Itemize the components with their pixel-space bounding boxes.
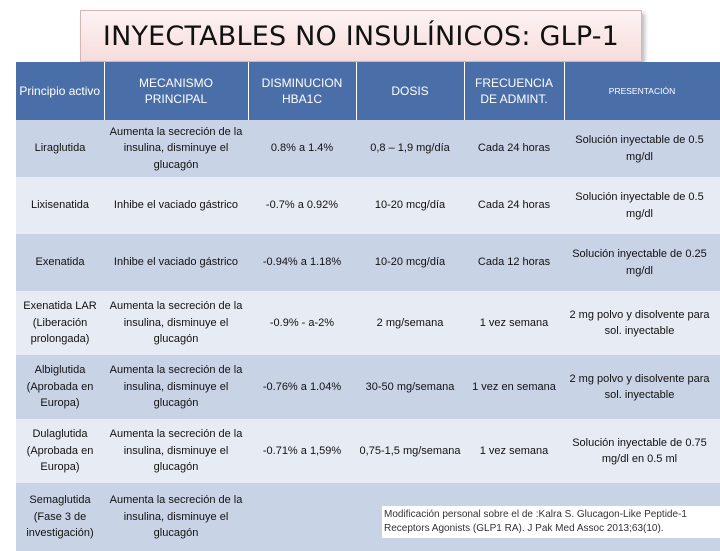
cell-disminucion: -0.7% a 0.92% [248, 177, 356, 234]
cell-mecanismo: Aumenta la secreción de la insulina, dis… [104, 355, 248, 419]
cell-mecanismo: Aumenta la secreción de la insulina, dis… [104, 120, 248, 177]
cell-mecanismo: Inhibe el vaciado gástrico [104, 234, 248, 291]
cell-principio: Exenatida LAR (Liberación prolongada) [16, 291, 104, 355]
cell-principio: Dulaglutida (Aprobada en Europa) [16, 419, 104, 483]
cell-mecanismo: Aumenta la secreción de la insulina, dis… [104, 483, 248, 551]
cell-presentacion: Solución inyectable de 0.5 mg/dl [564, 177, 720, 234]
cell-presentacion: Solución inyectable de 0.25 mg/dl [564, 234, 720, 291]
cell-frecuencia: Cada 24 horas [464, 177, 564, 234]
cell-dosis: 10-20 mcg/día [356, 234, 464, 291]
cell-presentacion: Solución inyectable de 0.75 mg/dl en 0.5… [564, 419, 720, 483]
cell-disminucion [248, 483, 356, 551]
cell-dosis: 0,75-1,5 mg/semana [356, 419, 464, 483]
cell-mecanismo: Aumenta la secreción de la insulina, dis… [104, 291, 248, 355]
header-disminucion: DISMINUCION HBA1C [248, 62, 357, 120]
cell-presentacion: 2 mg polvo y disolvente para sol. inyect… [564, 355, 720, 419]
glp1-table: Principio activo MECANISMO PRINCIPAL DIS… [16, 62, 720, 551]
cell-frecuencia: 1 vez semana [464, 419, 564, 483]
header-mecanismo: MECANISMO PRINCIPAL [104, 62, 249, 120]
cell-principio: Semaglutida (Fase 3 de investigación) [16, 483, 104, 551]
cell-disminucion: -0.71% a 1,59% [248, 419, 356, 483]
table-row: Dulaglutida (Aprobada en Europa) Aumenta… [16, 419, 720, 483]
table-row: Albiglutida (Aprobada en Europa) Aumenta… [16, 355, 720, 419]
cell-frecuencia: 1 vez semana [464, 291, 564, 355]
cell-dosis: 2 mg/semana [356, 291, 464, 355]
header-presentacion: PRESENTACIÓN [564, 62, 720, 120]
cell-dosis: 30-50 mg/semana [356, 355, 464, 419]
cell-disminucion: -0.94% a 1.18% [248, 234, 356, 291]
cell-presentacion: Solución inyectable de 0.5 mg/dl [564, 120, 720, 177]
source-footnote: Modificación personal sobre el de :Kalra… [382, 506, 720, 538]
cell-principio: Liraglutida [16, 120, 104, 177]
cell-dosis: 0,8 – 1,9 mg/día [356, 120, 464, 177]
cell-principio: Exenatida [16, 234, 104, 291]
table-row: Exenatida Inhibe el vaciado gástrico -0.… [16, 234, 720, 291]
cell-disminucion: 0.8% a 1.4% [248, 120, 356, 177]
header-dosis: DOSIS [356, 62, 465, 120]
header-principio: Principio activo [16, 62, 105, 120]
table-row: Liraglutida Aumenta la secreción de la i… [16, 120, 720, 177]
cell-principio: Albiglutida (Aprobada en Europa) [16, 355, 104, 419]
title-box: INYECTABLES NO INSULÍNICOS: GLP-1 [80, 10, 642, 62]
cell-mecanismo: Aumenta la secreción de la insulina, dis… [104, 419, 248, 483]
cell-disminucion: -0.76% a 1.04% [248, 355, 356, 419]
cell-principio: Lixisenatida [16, 177, 104, 234]
cell-dosis: 10-20 mcg/día [356, 177, 464, 234]
cell-frecuencia: Cada 12 horas [464, 234, 564, 291]
cell-disminucion: -0.9% - a-2% [248, 291, 356, 355]
table-row: Exenatida LAR (Liberación prolongada) Au… [16, 291, 720, 355]
page-title: INYECTABLES NO INSULÍNICOS: GLP-1 [102, 20, 620, 52]
cell-mecanismo: Inhibe el vaciado gástrico [104, 177, 248, 234]
table-row: Lixisenatida Inhibe el vaciado gástrico … [16, 177, 720, 234]
cell-frecuencia: Cada 24 horas [464, 120, 564, 177]
table-header-row: Principio activo MECANISMO PRINCIPAL DIS… [16, 62, 720, 120]
cell-frecuencia: 1 vez en semana [464, 355, 564, 419]
cell-presentacion: 2 mg polvo y disolvente para sol. inyect… [564, 291, 720, 355]
header-frecuencia: FRECUENCIA DE ADMINT. [464, 62, 565, 120]
